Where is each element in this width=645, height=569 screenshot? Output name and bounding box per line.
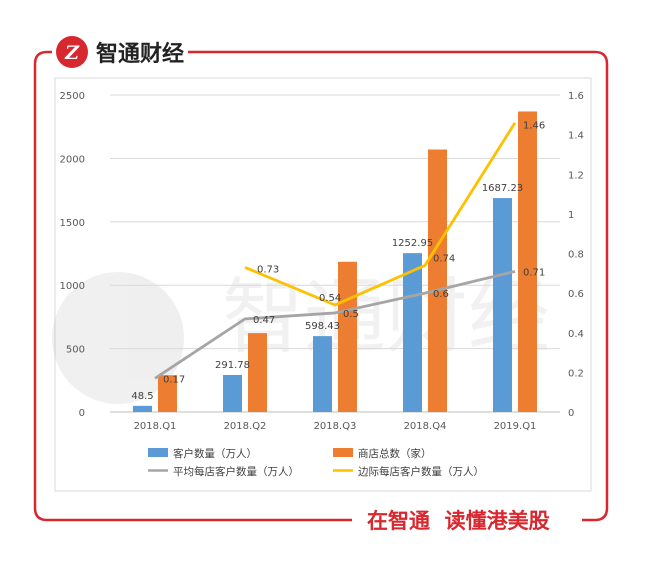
data-label-avg: 0.47: [253, 315, 275, 326]
line-avg-customers-per-store: [154, 269, 516, 380]
x-tick-label: 2018.Q2: [224, 421, 267, 432]
x-tick-label: 2018.Q3: [314, 421, 357, 432]
logo-letter: Z: [64, 42, 80, 64]
data-label-marginal: 1.46: [523, 121, 545, 132]
bar-customers: [403, 253, 422, 412]
legend-label: 商店总数（家）: [358, 447, 432, 460]
data-label-avg: 0.17: [163, 374, 185, 385]
brand-header: Z 智通财经: [56, 36, 184, 68]
bar-customers: [133, 405, 152, 412]
y-right-tick-label: 0.4: [568, 329, 584, 340]
legend-label: 平均每店客户数量（万人）: [173, 465, 299, 478]
data-label-customers: 48.5: [131, 391, 153, 402]
y-left-tick-label: 500: [66, 345, 85, 356]
legend-swatch: [333, 448, 353, 457]
y-right-tick-label: 1.4: [568, 131, 584, 142]
data-label-customers: 291.78: [215, 360, 250, 371]
y-left-tick-label: 2500: [60, 91, 85, 102]
y-right-tick-label: 1.2: [568, 170, 584, 181]
x-tick-label: 2019.Q1: [494, 421, 537, 432]
bar-customers: [223, 375, 242, 412]
data-label-avg: 0.5: [343, 309, 359, 320]
data-label-customers: 598.43: [305, 321, 340, 332]
x-tick-label: 2018.Q4: [404, 421, 447, 432]
bar-customers: [313, 336, 332, 412]
data-label-marginal: 0.73: [257, 264, 279, 275]
data-label-marginal: 0.54: [319, 293, 341, 304]
bar-stores: [248, 333, 267, 412]
y-right-tick-label: 0.2: [568, 368, 584, 379]
data-label-avg: 0.6: [433, 289, 449, 300]
bar-stores: [518, 111, 537, 412]
x-tick-label: 2018.Q1: [134, 421, 177, 432]
data-label-marginal: 0.74: [433, 253, 455, 264]
legend-label: 边际每店客户数量（万人）: [358, 465, 484, 478]
y-left-tick-label: 2000: [60, 154, 85, 165]
legend: 客户数量（万人） 商店总数（家） 平均每店客户数量（万人） 边际每店客户数量（万人）: [148, 447, 484, 478]
data-label-avg: 0.71: [523, 267, 545, 278]
plot-box: [54, 77, 592, 492]
y-right-tick-label: 0: [568, 408, 574, 419]
y-right-tick-label: 0.8: [568, 250, 584, 261]
y-right-tick-label: 0.6: [568, 289, 584, 300]
legend-label: 客户数量（万人）: [173, 447, 257, 460]
y-left-tick-label: 0: [79, 408, 85, 419]
y-left-tick-label: 1000: [60, 281, 85, 292]
data-label-customers: 1687.23: [482, 183, 523, 194]
frame-border: [33, 50, 609, 522]
legend-swatch: [148, 448, 168, 457]
data-label-customers: 1252.95: [392, 238, 433, 249]
bar-stores: [158, 375, 177, 412]
watermark-logo-icon: [52, 272, 184, 404]
brand-name: 智通财经: [96, 41, 184, 67]
bar-customers: [493, 198, 512, 412]
y-right-tick-label: 1: [568, 210, 574, 221]
y-right-tick-label: 1.6: [568, 91, 584, 102]
logo-icon: [56, 36, 88, 68]
line-marginal-customers-per-store: [244, 121, 517, 307]
footer-slogan: 在智通 读懂港美股: [367, 509, 550, 533]
bar-stores: [338, 261, 357, 412]
y-left-tick-label: 1500: [60, 218, 85, 229]
bar-stores: [428, 149, 447, 413]
